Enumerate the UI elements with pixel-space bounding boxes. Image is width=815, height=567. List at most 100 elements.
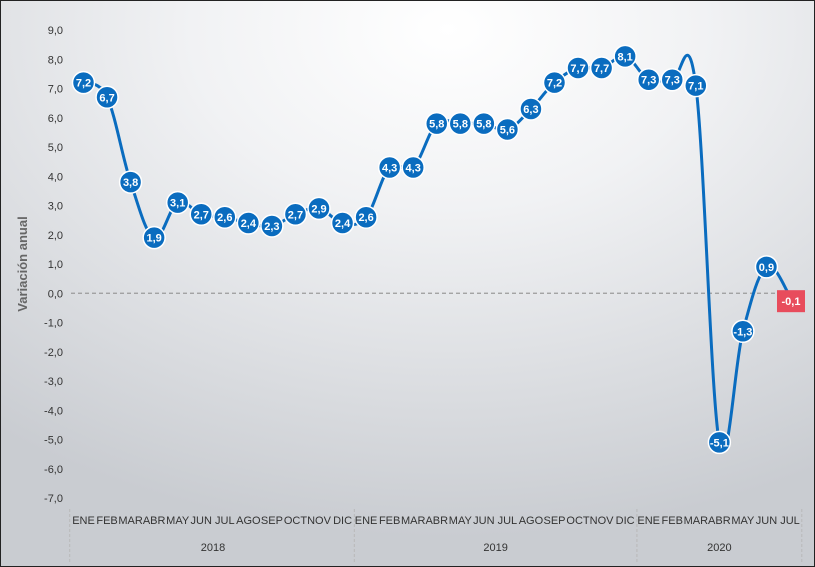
data-point [519, 97, 543, 121]
data-label: -0,1 [782, 296, 801, 308]
data-point [636, 67, 661, 92]
data-point [425, 111, 449, 136]
x-axis: ENE FEB MAR ABR MAY JUN JUL AGO SEP OCT NOV DIC ENE F… [69, 509, 803, 563]
data-label: 1,9 [147, 233, 162, 245]
data-point [307, 196, 331, 221]
data-label: -5,1 [710, 437, 729, 449]
y-tick-label: 7,0 [48, 84, 63, 96]
x-tick-label: JUL [215, 515, 235, 527]
x-tick-label: JUL [498, 515, 518, 527]
data-point [566, 56, 590, 80]
x-tick-label: ENE [355, 515, 378, 527]
y-tick-label: -5,0 [44, 435, 63, 447]
y-tick-label: -7,0 [44, 493, 63, 505]
x-tick-label: NOV [307, 515, 332, 527]
x-tick-label: DIC [616, 515, 635, 527]
data-label: 8,1 [618, 51, 633, 63]
data-label: 4,3 [382, 162, 397, 174]
data-point [354, 205, 378, 229]
data-points: 7,2 6,7 3,8 1,9 3,1 2,7 2,6 2,4 2,3 2,7 2,9 2,4 2,6 4… [71, 44, 805, 455]
highlight-marker [777, 290, 805, 313]
x-tick-label: MAR [684, 515, 709, 527]
y-tick-label: -1,0 [44, 318, 63, 330]
x-tick-label: OCT [284, 515, 308, 527]
data-label: 2,4 [335, 218, 351, 230]
data-label: 7,2 [547, 78, 562, 90]
x-tick-label: ABR [708, 515, 731, 527]
x-tick-label: ABR [425, 515, 448, 527]
data-point [495, 117, 520, 142]
data-point [260, 214, 284, 238]
data-point [754, 255, 779, 279]
data-label: 2,3 [264, 221, 279, 233]
data-label: 7,7 [570, 63, 585, 75]
data-label: 5,8 [453, 119, 468, 131]
data-label: 3,8 [123, 177, 138, 189]
data-point [236, 211, 261, 235]
data-point [71, 70, 96, 95]
y-tick-label: -6,0 [44, 464, 63, 476]
y-tick-label: -3,0 [44, 376, 63, 388]
data-label: 7,7 [594, 63, 609, 75]
data-label: 2,4 [241, 218, 257, 230]
y-tick-label: 6,0 [48, 113, 63, 125]
year-label: 2020 [707, 542, 731, 554]
data-point [283, 202, 308, 227]
data-label: 2,6 [358, 212, 373, 224]
data-label: 7,3 [641, 75, 656, 87]
y-tick-label: 5,0 [48, 142, 63, 154]
data-label: 6,7 [99, 92, 114, 104]
x-tick-label: AGO [519, 515, 544, 527]
data-point [613, 44, 637, 69]
x-tick-label: FEB [379, 515, 400, 527]
x-tick-label: DIC [333, 515, 352, 527]
y-tick-label: 1,0 [48, 259, 63, 271]
x-tick-label: JUN [191, 515, 212, 527]
x-tick-label: ENE [637, 515, 660, 527]
data-point [472, 111, 496, 136]
data-label: 5,8 [476, 119, 491, 131]
x-tick-label: MAR [401, 515, 426, 527]
x-tick-label: MAY [166, 515, 190, 527]
y-tick-label: -2,0 [44, 347, 63, 359]
x-tick-label: FEB [662, 515, 683, 527]
y-tick-label: 4,0 [48, 171, 63, 183]
data-point [377, 155, 402, 180]
x-tick-label: JUL [780, 515, 800, 527]
data-point [448, 111, 473, 136]
y-tick-label: 9,0 [48, 25, 63, 37]
data-label: -1,3 [733, 326, 752, 338]
x-tick-label: ENE [72, 515, 95, 527]
x-tick-label: MAY [449, 515, 473, 527]
y-tick-label: 0,0 [48, 288, 63, 300]
data-point [542, 70, 567, 95]
y-tick-label: 2,0 [48, 230, 63, 242]
data-label: 2,7 [194, 209, 209, 221]
data-label: 7,3 [665, 75, 680, 87]
y-tick-label: -4,0 [44, 405, 63, 417]
data-point [165, 190, 190, 215]
data-label: 2,6 [217, 212, 232, 224]
y-axis: 9,0 8,0 7,0 6,0 5,0 4,0 3,0 2,0 1,0 0,0 -1,0 -2,0 -3… [15, 25, 63, 505]
data-label: 7,2 [76, 78, 91, 90]
x-tick-label: OCT [566, 515, 590, 527]
x-tick-label: JUN [473, 515, 494, 527]
year-label: 2018 [201, 542, 225, 554]
data-point [731, 319, 755, 344]
data-label: 5,6 [500, 124, 515, 136]
x-tick-label: FEB [96, 515, 117, 527]
x-tick-label: SEP [543, 515, 565, 527]
x-tick-label: NOV [590, 515, 615, 527]
data-point [589, 56, 614, 80]
data-point [401, 155, 425, 180]
data-label: 4,3 [406, 162, 421, 174]
data-label: 6,3 [523, 104, 538, 116]
data-point [660, 67, 684, 92]
data-point [213, 205, 237, 229]
data-point [684, 73, 708, 98]
data-label: 0,9 [759, 262, 774, 274]
y-tick-label: 8,0 [48, 54, 63, 66]
y-axis-label: Variación anual [15, 216, 30, 311]
